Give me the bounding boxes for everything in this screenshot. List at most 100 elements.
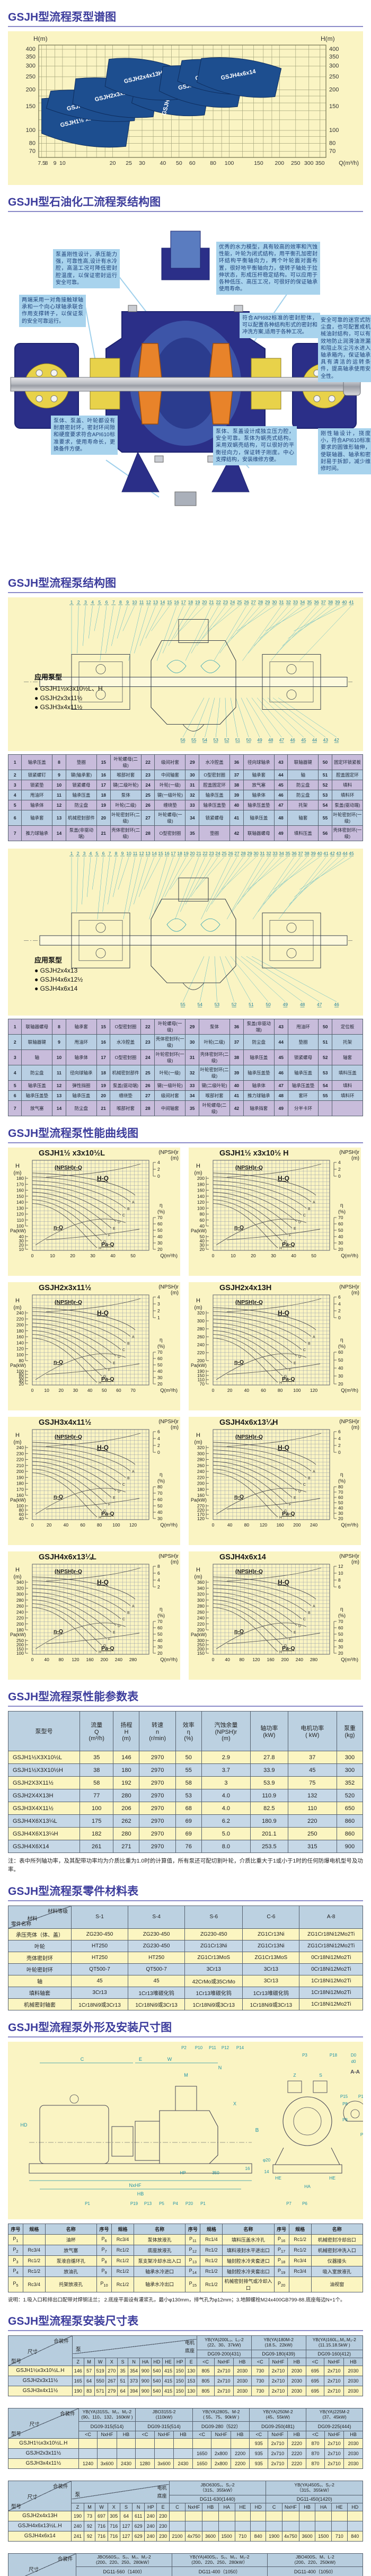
leader-line <box>267 698 315 738</box>
eta-tick-label: 20 <box>338 1247 343 1252</box>
port-id-cell: P15 <box>185 2276 201 2292</box>
part-name-cell: O型密封圈 <box>199 770 231 780</box>
install-dim-col-cell: HB <box>287 2430 307 2439</box>
npsh-axis-label: (NPSH)r <box>158 1554 179 1559</box>
install-dim-value-cell: 2030 <box>233 2375 252 2386</box>
bearing-box-inner <box>269 661 314 702</box>
install-dim-value-cell: 730 <box>251 2375 269 2386</box>
pa-curve <box>226 1229 321 1240</box>
install-pump-value-cell: 900 <box>139 2375 152 2386</box>
h-q-curve <box>213 1311 312 1337</box>
install-pump-header-cell: 泵电机 底座 <box>71 2480 170 2504</box>
pa-axis-label: Pa(kW) <box>10 1228 26 1233</box>
impeller-trim-letter: H <box>279 1247 282 1250</box>
eta-tick-label: 40 <box>157 1234 163 1239</box>
part-name-cell: 轴 <box>287 770 319 780</box>
part-number: 27 <box>234 851 240 856</box>
material-grade-cell: S-6 <box>184 1905 243 1929</box>
h-tick-label: 220 <box>197 1621 205 1627</box>
install-dim-col-cell: C <box>266 2503 282 2511</box>
casing-outline <box>151 898 236 983</box>
h-q-curve <box>32 1603 102 1646</box>
h-q-curve <box>213 1468 283 1511</box>
plot-border <box>32 1564 149 1655</box>
materials-data-cell: HT250 <box>70 1951 129 1964</box>
install-pump-col-cell: HA <box>139 2358 152 2366</box>
perf-data-cell: GSJH2X3X11½ <box>8 1776 80 1789</box>
install-dim-value-cell: 4x750 <box>185 2530 203 2542</box>
part-number-cell: 12 <box>52 1080 66 1091</box>
leader-line <box>128 605 142 661</box>
q-tick-label: 40 <box>44 1657 49 1662</box>
q-axis-label: Q(m³/h) <box>160 1388 178 1393</box>
chart-title: GSJH1½ x3x10½ H <box>219 1149 289 1158</box>
eta-tick-label: 50 <box>338 1500 343 1505</box>
section-title-install: GSJH型流程泵安装尺寸表 <box>8 2313 363 2331</box>
pa-tick-label: 200 <box>16 1642 24 1647</box>
part-name-cell: 轴承压盖 <box>65 1090 97 1101</box>
pa-axis-label: Pa(kW) <box>10 1363 26 1368</box>
h-tick-label: 260 <box>197 1334 205 1339</box>
eta-axis-unit: (%) <box>338 1344 346 1349</box>
install-base-cell: DG11-400（1050） <box>171 2566 268 2576</box>
npsh-tick-label: 6 <box>338 1429 341 1434</box>
part-name-cell: 叶轮密封环(一级) <box>331 810 364 826</box>
leader-line <box>282 605 331 646</box>
part-number: 36 <box>314 599 319 605</box>
part-name-cell: 键(二级叶轮) <box>110 780 142 790</box>
part-number: 50 <box>246 737 252 743</box>
part-number: 37 <box>321 599 326 605</box>
part-number-cell: 18 <box>96 1065 111 1081</box>
suction-flange-end <box>287 2080 302 2093</box>
h-tick-label: 260 <box>197 1609 205 1615</box>
part-number-cell: 41 <box>229 1090 244 1101</box>
bearing-box-outline <box>262 912 321 968</box>
perf-data-cell: 2.9 <box>201 1751 251 1764</box>
q-tick-label: 0 <box>212 1657 215 1662</box>
part-number-cell: 45 <box>273 1049 288 1065</box>
leader-line <box>289 857 339 905</box>
install-corner-top: 合装件 <box>60 2411 75 2417</box>
h-tick-label: 180 <box>16 1627 24 1633</box>
structure-callout-6: 刚性轴设计，挠度小，符合API610标准要求的圆锥形轴伸，使联轴器、轴承和密封易… <box>318 428 371 475</box>
h-q-curve <box>213 1180 307 1209</box>
port-label: P19 <box>130 2201 138 2206</box>
bearing-circle <box>286 690 297 700</box>
h-axis-unit: (m) <box>14 1305 22 1311</box>
q-axis-label: Q(m³/h) <box>160 1522 178 1528</box>
part-number-cell: 4 <box>7 1065 22 1081</box>
applicable-models-1: 应用泵型 ● GSJH1½x3x10½L、H ● GSJH2x3x11½ ● GSJH… <box>34 672 103 712</box>
part-number-cell: 30 <box>185 1034 200 1050</box>
install-pump-col-cell: N <box>128 2358 140 2366</box>
q-tick-label: 0 <box>212 1522 215 1528</box>
line-drawing-2-panel: 1 2 3 4 5 6 7 8 9 10 11 12 13 14 15 16 17 18 19 20 21 22 23 24 2… <box>8 849 363 1016</box>
plot-border <box>32 1294 149 1386</box>
part-number: 27 <box>251 599 256 605</box>
leader-line <box>185 857 212 905</box>
eta-tick-label: 30 <box>157 1240 163 1246</box>
impeller-trim-letter: D <box>118 1490 120 1494</box>
plot-border <box>32 1160 149 1251</box>
install-pump-value-cell: 571 <box>94 2385 107 2396</box>
eta-curve <box>35 1488 126 1515</box>
dim-label-16: 16 <box>245 2166 250 2171</box>
dim-label-B: B <box>255 2128 259 2133</box>
perf-data-cell: 271 <box>113 1840 140 1853</box>
eta-axis-label: η <box>160 1472 163 1478</box>
part-number: 33 <box>293 599 298 605</box>
leader-line <box>216 857 250 897</box>
install-dim-value-cell <box>202 2520 219 2531</box>
port-label-P8: P8 <box>342 2102 348 2106</box>
part-number: 40 <box>317 851 322 856</box>
part-number-cell: 46 <box>273 790 288 800</box>
perf-data-row: GSJH2X3X11½ 58 192 2970 58 3 53.9 75 352 <box>8 1776 364 1789</box>
part-name-cell: 壳体密封环(二级) <box>199 1049 231 1065</box>
impeller-trim-letter: G <box>103 1644 106 1648</box>
install-dim-value-cell: 805 <box>197 2385 215 2396</box>
discharge-nozzle <box>170 231 201 269</box>
install-dim-value-cell: 2030 <box>233 2365 252 2376</box>
materials-data-row: 叶轮 HT250 ZG230-450 ZG1Cr13Ni ZG1Cr13Ni ZG1Cr1… <box>8 1939 363 1952</box>
install-motor-cell: YB(YA)200L₁、L₂-2 (22、30、37kW) <box>197 2335 252 2351</box>
parts-table-row: 2 锁紧螺钉 9 键(轴承套) 16 喉部衬套 23 中间轴套 30 O型密封圈 37 轴承套 44 轴 5… <box>7 770 364 780</box>
install-dim-value-cell: 2x710 <box>214 2385 234 2396</box>
